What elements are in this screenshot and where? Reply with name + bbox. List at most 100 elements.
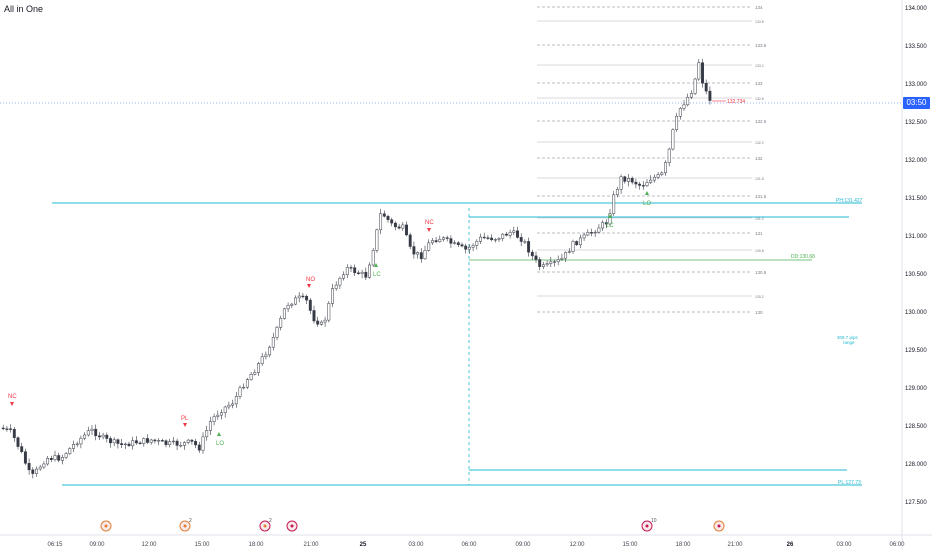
candle-down	[527, 241, 531, 253]
candle-up	[275, 327, 279, 338]
price-tick-label: 131.500	[905, 196, 927, 202]
candle-up	[257, 363, 260, 373]
candle-up	[345, 267, 349, 276]
candle-down	[349, 267, 353, 269]
candle-down	[434, 240, 438, 242]
candle-up	[582, 234, 586, 239]
candle-up	[327, 303, 331, 321]
candle-up	[649, 179, 653, 183]
candle-up	[234, 396, 238, 405]
time-tick-label: 26	[787, 542, 794, 548]
candle-up	[508, 232, 512, 236]
candle-up	[205, 430, 209, 438]
candle-down	[190, 439, 194, 442]
candle-down	[194, 441, 198, 446]
candle-down	[27, 463, 31, 471]
candle-down	[138, 442, 142, 444]
candle-up	[501, 233, 505, 239]
candle-up	[249, 374, 253, 380]
up-arrow-icon	[374, 263, 378, 267]
candle-up	[38, 466, 42, 470]
candle-up	[142, 438, 146, 444]
event-flag-icon	[104, 524, 108, 528]
candle-up	[72, 444, 75, 449]
candle-up	[101, 434, 105, 438]
down-arrow-icon	[427, 228, 431, 232]
candle-down	[412, 246, 416, 255]
up-arrow-icon	[608, 214, 612, 218]
candle-up	[245, 379, 249, 388]
candle-down	[305, 296, 309, 301]
price-tick-label: 129.000	[905, 386, 927, 392]
candle-up	[286, 305, 290, 310]
candle-down	[634, 181, 638, 185]
down-arrow-icon	[307, 284, 311, 288]
candle-up	[593, 231, 597, 234]
candle-down	[386, 216, 390, 220]
candle-up	[149, 439, 153, 443]
candle-up	[231, 403, 235, 406]
candle-up	[556, 259, 560, 262]
candle-up	[75, 443, 79, 445]
candle-down	[23, 451, 27, 464]
candle-down	[419, 252, 423, 260]
fib-level-label: 130.8	[755, 249, 764, 253]
candle-up	[453, 242, 457, 244]
candle-up	[619, 176, 623, 190]
candle-up	[319, 321, 323, 325]
price-axis[interactable]: 134.000 133.500 133.000 132.500 132.000 131.5…	[905, 6, 927, 506]
candle-down	[105, 434, 109, 439]
candle-down	[146, 438, 149, 443]
candle-down	[160, 440, 164, 442]
candle-up	[479, 236, 482, 242]
candle-up	[42, 463, 46, 468]
candle-up	[371, 250, 375, 266]
time-tick-label: 06:00	[461, 542, 477, 548]
candle-up	[331, 288, 334, 304]
event-count: 2	[189, 518, 192, 524]
candle-up	[64, 453, 68, 458]
candle-up	[682, 104, 686, 109]
event-icons[interactable]: 2 2 10	[100, 518, 725, 532]
candlestick-series	[1, 58, 712, 479]
candle-up	[375, 229, 379, 251]
price-tick-label: 132.500	[905, 120, 927, 126]
ph-level-label: PH:131.427	[836, 198, 863, 204]
price-tick-label: 128.000	[905, 462, 927, 468]
price-tick-label: 132.000	[905, 158, 927, 164]
time-tick-label: 21:00	[303, 542, 319, 548]
candle-up	[179, 445, 183, 447]
candle-up	[242, 386, 246, 389]
candle-down	[575, 241, 579, 246]
candle-up	[227, 404, 231, 408]
candle-down	[301, 295, 305, 298]
candle-down	[5, 428, 9, 430]
candle-down	[31, 469, 35, 474]
time-tick-label: 03:00	[408, 542, 424, 548]
price-tick-label: 128.500	[905, 424, 927, 430]
candle-up	[697, 62, 701, 80]
event-count: 10	[651, 518, 657, 524]
candle-down	[486, 237, 490, 239]
candle-up	[401, 224, 405, 229]
candle-up	[171, 440, 175, 443]
down-arrow-icon	[10, 402, 14, 406]
signal-lc-2: LC	[606, 223, 614, 229]
dd-level-label: DD:130.68	[791, 254, 815, 260]
candle-down	[482, 236, 486, 239]
candle-up	[264, 354, 268, 358]
candle-down	[197, 444, 201, 451]
candle-down	[708, 90, 712, 101]
time-axis[interactable]: 06:15 09:00 12:00 15:00 18:00 21:00 25 03:00 06:…	[47, 542, 905, 548]
candle-up	[667, 148, 671, 163]
event-flag-icon	[290, 524, 294, 528]
candle-up	[323, 319, 327, 323]
fib-level-label: 132.5	[755, 119, 767, 124]
candle-up	[567, 251, 571, 253]
candle-up	[664, 162, 667, 174]
candle-down	[94, 428, 98, 437]
candle-up	[46, 458, 50, 465]
candle-down	[397, 226, 401, 229]
up-arrow-icon	[645, 191, 649, 195]
